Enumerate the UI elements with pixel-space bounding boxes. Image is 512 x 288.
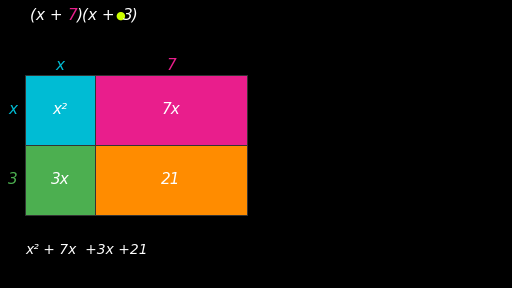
Text: 3): 3) (123, 7, 138, 22)
Bar (95, 75, 247, 145)
Text: (x +: (x + (30, 7, 68, 22)
Text: ●: ● (116, 11, 125, 21)
Text: 3: 3 (8, 173, 18, 187)
Text: x²: x² (52, 103, 68, 118)
Text: 7: 7 (68, 7, 77, 22)
Text: 3x: 3x (51, 173, 69, 187)
Text: 21: 21 (161, 173, 181, 187)
Bar (25, 145, 95, 215)
Bar (25, 75, 95, 145)
Text: x² + 7x  +3x +21: x² + 7x +3x +21 (25, 243, 147, 257)
Text: 7x: 7x (162, 103, 180, 118)
Text: 7: 7 (166, 58, 176, 73)
Text: x: x (9, 103, 17, 118)
Text: x: x (55, 58, 65, 73)
Text: )(x +: )(x + (77, 7, 116, 22)
Bar (95, 145, 247, 215)
